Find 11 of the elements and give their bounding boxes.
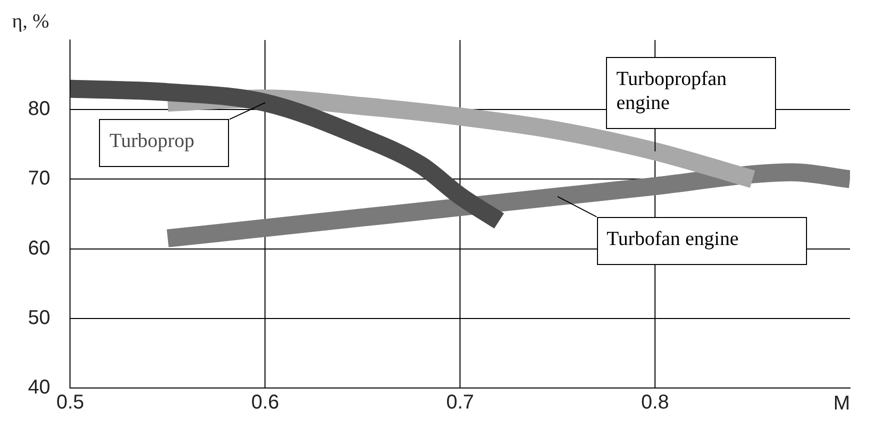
x-tick-label: 0.5 (56, 392, 84, 414)
y-tick-label: 60 (28, 237, 50, 260)
x-tick-label: 0.7 (446, 392, 474, 414)
x-axis-title: M (833, 392, 850, 415)
y-tick-label: 40 (28, 376, 50, 399)
x-tick-label: 0.6 (251, 392, 280, 414)
y-tick-label: 50 (28, 306, 50, 329)
y-tick-label: 80 (28, 98, 50, 120)
x-tick-label: 0.8 (641, 392, 669, 414)
y-tick-label: 70 (28, 168, 50, 190)
y-axis-title: η, % (12, 10, 50, 32)
